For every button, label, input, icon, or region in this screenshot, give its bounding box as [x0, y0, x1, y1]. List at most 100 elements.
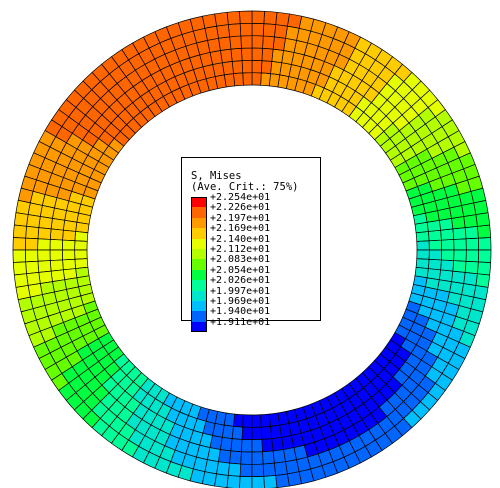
mesh-element	[251, 22, 265, 37]
mesh-element	[242, 72, 253, 86]
legend-row: +1.997e+01	[191, 286, 321, 301]
mesh-element	[216, 461, 230, 476]
mesh-element	[465, 249, 480, 263]
mesh-element	[25, 260, 40, 275]
mesh-element	[262, 35, 275, 50]
mesh-element	[438, 269, 454, 283]
mesh-element	[465, 237, 480, 251]
mesh-element	[219, 436, 233, 452]
mesh-element	[427, 229, 442, 242]
mesh-element	[251, 475, 265, 488]
mesh-element	[204, 459, 219, 475]
legend-tick-label: +2.083e+01	[210, 254, 271, 266]
legend-subtitle: (Ave. Crit.: 75%)	[191, 181, 299, 193]
legend-swatch	[191, 248, 207, 260]
legend-swatch	[191, 300, 207, 312]
mesh-element	[49, 228, 64, 241]
mesh-element	[74, 240, 88, 251]
mesh-element	[37, 260, 52, 273]
mesh-element	[287, 13, 303, 29]
legend-color-scale: +2.254e+01 +2.226e+01 +2.197e+01 +2.169e+01…	[191, 192, 321, 333]
mesh-element	[239, 22, 253, 37]
mesh-element	[416, 240, 430, 251]
legend-row: +2.026e+01	[191, 275, 321, 291]
legend-row: +2.083e+01	[191, 254, 321, 270]
mesh-element	[62, 229, 77, 242]
mesh-element	[426, 268, 442, 281]
legend-tick-label: +2.140e+01	[210, 233, 271, 245]
legend-swatch	[191, 197, 207, 208]
mesh-element	[251, 72, 262, 86]
mesh-element	[13, 212, 29, 227]
mesh-element	[241, 59, 253, 74]
mesh-element	[227, 23, 242, 38]
mesh-element	[240, 35, 253, 49]
mesh-element	[62, 258, 77, 271]
mesh-element	[260, 425, 273, 440]
mesh-element	[263, 475, 278, 488]
mesh-element	[61, 249, 76, 261]
mesh-element	[27, 202, 43, 217]
mesh-element	[218, 449, 232, 464]
mesh-element	[427, 258, 442, 271]
legend-swatch	[191, 321, 207, 333]
legend-tick-label: +2.226e+01	[210, 202, 271, 214]
mesh-element	[24, 237, 39, 251]
mesh-element	[239, 10, 253, 25]
mesh-element	[49, 249, 63, 261]
mesh-element	[272, 36, 286, 51]
legend-swatch	[191, 311, 207, 322]
mesh-element	[241, 47, 253, 61]
legend-row: +2.197e+01	[191, 213, 321, 229]
legend-swatch	[191, 290, 207, 301]
legend-row: +1.911e+01	[191, 317, 321, 333]
mesh-element	[74, 258, 89, 269]
mesh-element	[214, 11, 229, 27]
mesh-element	[12, 237, 27, 251]
mesh-element	[214, 473, 229, 488]
mesh-element	[239, 463, 253, 478]
mesh-element	[241, 439, 253, 453]
mesh-element	[251, 414, 262, 428]
mesh-element	[229, 35, 242, 50]
mesh-element	[475, 212, 491, 227]
legend-row: +2.054e+01	[191, 265, 321, 281]
legend-tick-label: +2.197e+01	[210, 212, 271, 224]
legend-tick-label: +2.112e+01	[210, 243, 271, 255]
legend-swatch	[191, 217, 207, 229]
mesh-element	[270, 60, 283, 76]
mesh-element	[414, 266, 429, 279]
mesh-element	[226, 475, 241, 488]
mesh-element	[473, 285, 489, 301]
mesh-element	[274, 461, 288, 476]
legend-tick-label: +1.997e+01	[210, 285, 271, 297]
mesh-element	[226, 10, 241, 25]
mesh-element	[251, 47, 263, 61]
mesh-element	[453, 249, 467, 262]
legend-title: S, Mises	[191, 170, 242, 182]
ring-mesh	[12, 10, 492, 488]
mesh-element	[428, 249, 443, 261]
mesh-element	[216, 24, 230, 39]
mesh-element	[262, 450, 275, 465]
mesh-element	[12, 261, 27, 276]
mesh-element	[25, 225, 40, 240]
mesh-element	[274, 24, 288, 39]
mesh-element	[428, 239, 443, 251]
legend-row: +2.226e+01	[191, 202, 321, 218]
mesh-element	[251, 426, 263, 441]
mesh-element	[62, 219, 78, 232]
mesh-element	[452, 260, 467, 273]
legend-row: +2.254e+01	[191, 192, 321, 208]
legend-row: +2.140e+01	[191, 234, 321, 249]
mesh-element	[251, 463, 265, 478]
mesh-element	[24, 249, 39, 263]
legend-swatch	[191, 228, 207, 239]
mesh-element	[37, 249, 51, 262]
mesh-element	[221, 424, 234, 440]
mesh-element	[262, 462, 277, 477]
mesh-element	[451, 270, 466, 284]
legend-tick-label: +2.169e+01	[210, 223, 271, 235]
legend-tick-label: +1.940e+01	[210, 306, 271, 318]
mesh-element	[61, 239, 76, 251]
